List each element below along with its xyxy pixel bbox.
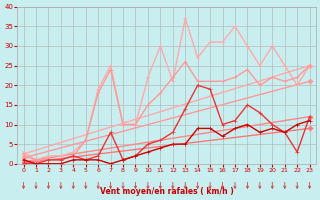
X-axis label: Vent moyen/en rafales ( km/h ): Vent moyen/en rafales ( km/h ) (100, 187, 234, 196)
